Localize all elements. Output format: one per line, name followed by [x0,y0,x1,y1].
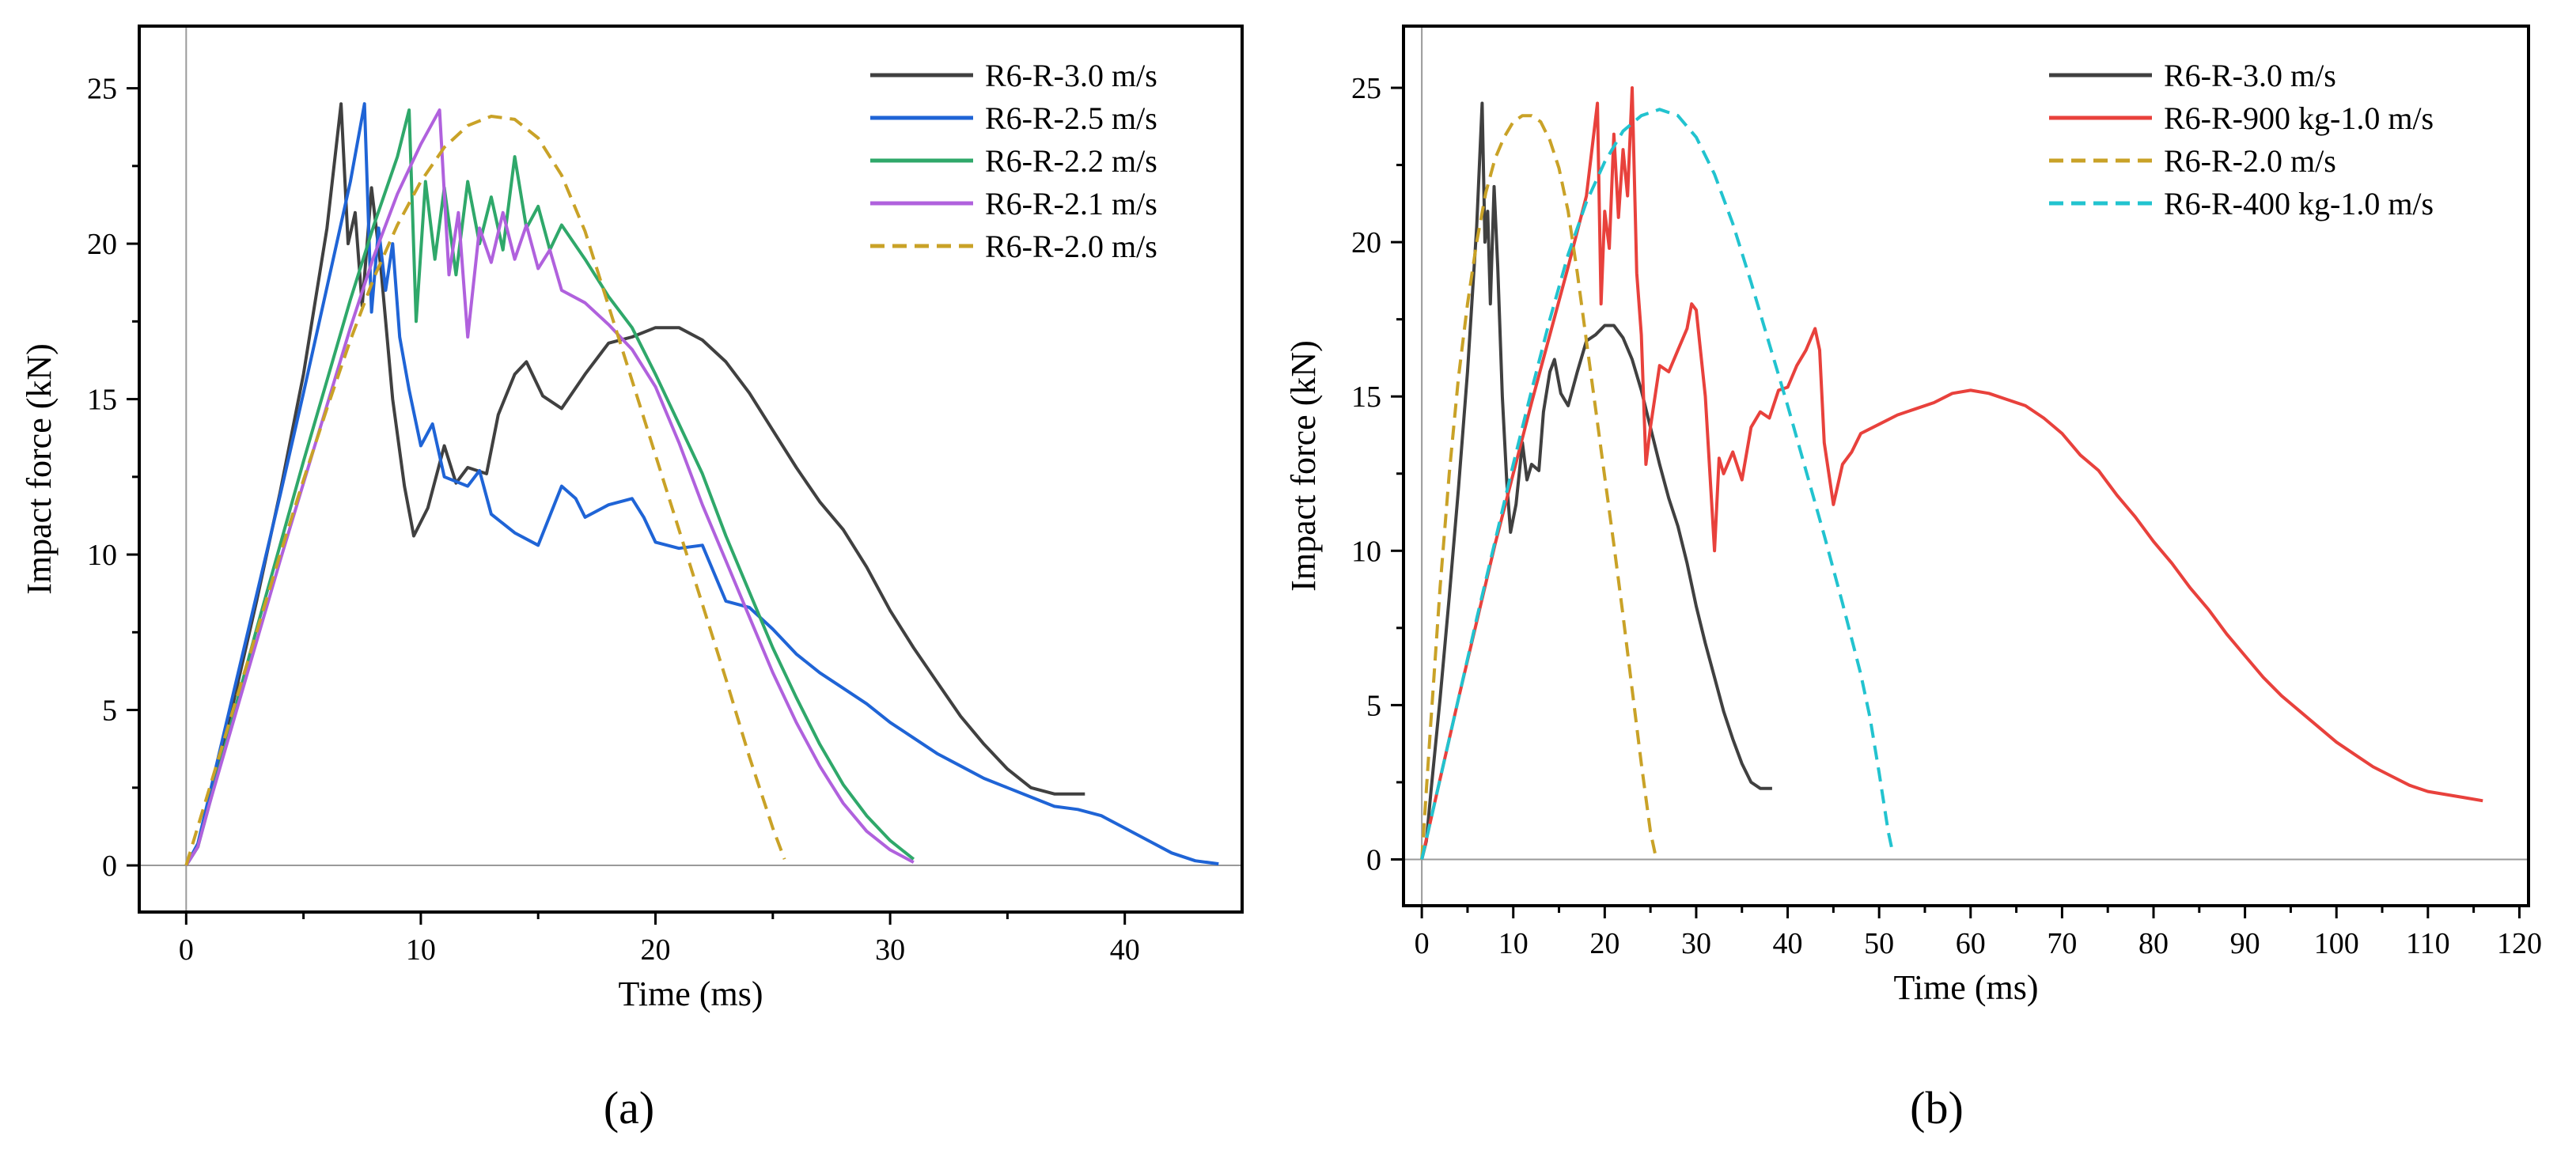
series-line-5 [184,115,786,866]
legend-label: R6-R-2.2 m/s [985,143,1157,179]
series-line-3 [1420,114,1657,860]
chart-b: 0 10 20 30 40 50 60 70 80 90 100 110 120 0 5 10 15 20 25 Ti… [1284,25,2542,1134]
legend-label: R6-R-2.0 m/s [985,229,1157,264]
y-axis-title: Impact force (kN) [20,343,59,595]
x-tick-label: 100 [2314,927,2359,960]
x-tick-label: 70 [2047,927,2077,960]
x-tick-label: 20 [641,933,671,967]
x-tick-label: 40 [1773,927,1803,960]
chart-a: 0 10 20 30 40 0 5 10 15 20 25 Time (ms) Impact force… [20,25,1244,1134]
y-tick-label: 10 [87,539,117,572]
legend-label: R6-R-3.0 m/s [2164,58,2336,93]
x-tick-label: 90 [2230,927,2260,960]
x-tick-label: 60 [1956,927,1986,960]
plot-frame [138,25,1244,914]
y-tick-label: 0 [102,850,117,883]
legend-label: R6-R-900 kg-1.0 m/s [2164,100,2434,136]
x-tick-label: 10 [1498,927,1529,960]
y-tick-label: 5 [102,695,117,728]
x-tick-label: 40 [1110,933,1140,967]
y-axis-title: Impact force (kN) [1284,340,1323,592]
series-line-3 [184,108,915,867]
y-tick-label: 10 [1351,535,1381,568]
x-tick-label: 10 [406,933,436,967]
x-tick-label: 50 [1864,927,1894,960]
y-tick-label: 15 [1351,380,1381,414]
series-line-1 [184,102,1085,867]
x-tick-label: 80 [2138,927,2169,960]
legend-label: R6-R-3.0 m/s [985,58,1157,93]
legend-label: R6-R-2.0 m/s [2164,143,2336,179]
y-tick-label: 20 [1351,226,1381,259]
series-line-2 [1420,86,2483,860]
x-axis-title: Time (ms) [1894,968,2039,1007]
series-line-2 [184,102,1219,867]
y-tick-label: 0 [1366,843,1381,876]
x-tick-label: 20 [1589,927,1619,960]
x-tick-label: 30 [875,933,905,967]
panel-label: (b) [1910,1082,1964,1134]
legend-label: R6-R-2.5 m/s [985,100,1157,136]
x-tick-label: 0 [1415,927,1430,960]
y-tick-label: 5 [1366,689,1381,722]
x-tick-label: 0 [179,933,194,967]
x-tick-label: 110 [2406,927,2450,960]
y-tick-label: 25 [87,73,117,106]
x-tick-label: 120 [2497,927,2542,960]
y-tick-label: 20 [87,228,117,261]
y-tick-label: 25 [1351,72,1381,105]
legend-label: R6-R-400 kg-1.0 m/s [2164,186,2434,221]
panel-label: (a) [604,1082,654,1134]
series-line-1 [1420,101,1772,860]
x-axis-title: Time (ms) [619,975,763,1013]
legend-label: R6-R-2.1 m/s [985,186,1157,221]
y-tick-label: 15 [87,384,117,417]
series-line-4 [1420,108,1895,860]
plot-frame [1402,25,2530,907]
x-tick-label: 30 [1681,927,1711,960]
